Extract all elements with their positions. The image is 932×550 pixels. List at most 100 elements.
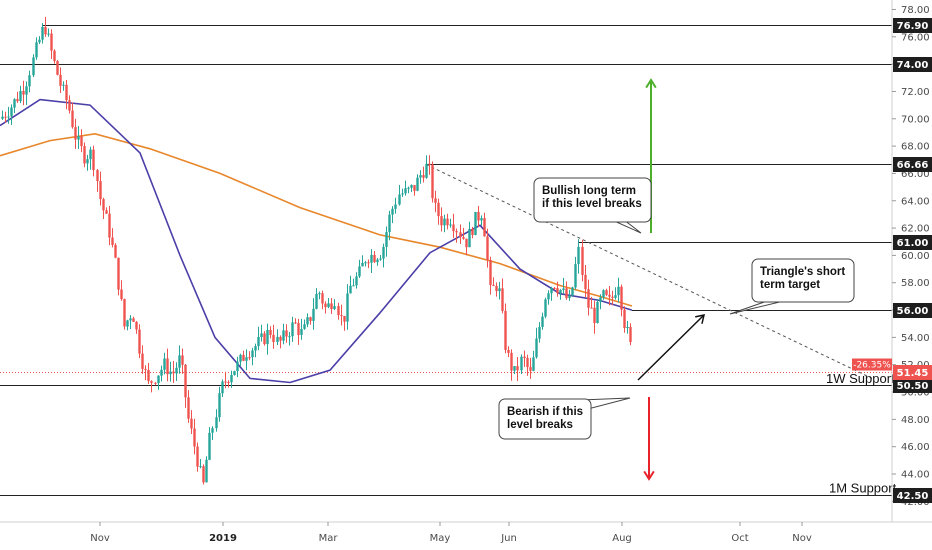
candle-body bbox=[59, 74, 62, 86]
candle-body bbox=[571, 287, 574, 296]
callout-box bbox=[533, 177, 652, 223]
level-badge bbox=[893, 488, 932, 503]
candle-body bbox=[80, 136, 83, 147]
candle-body bbox=[398, 194, 401, 205]
candle-body bbox=[35, 42, 38, 58]
candle-body bbox=[333, 306, 336, 310]
candle-body bbox=[410, 185, 413, 188]
candle-body bbox=[385, 232, 388, 247]
level-badge-label: 74.00 bbox=[897, 60, 929, 71]
candle-body bbox=[92, 149, 95, 170]
level-badge-label: 66.66 bbox=[897, 160, 929, 171]
candle-body bbox=[346, 293, 349, 322]
candle-body bbox=[629, 327, 632, 342]
candle-body bbox=[541, 316, 544, 327]
candle-body bbox=[523, 356, 526, 358]
price-axis[interactable]: 42.0044.0046.0048.0050.0052.0054.0056.00… bbox=[852, 0, 932, 522]
current-price-label: 51.45 bbox=[897, 368, 929, 379]
y-tick-label: 50.00 bbox=[901, 388, 930, 399]
candle-body bbox=[394, 204, 397, 209]
candle-body bbox=[422, 175, 425, 178]
candle-body bbox=[495, 285, 498, 291]
callout-text: level breaks bbox=[507, 419, 573, 431]
candle-body bbox=[279, 336, 282, 341]
x-tick-label: Oct bbox=[731, 533, 748, 544]
candle-body bbox=[309, 317, 312, 321]
candle-body bbox=[574, 264, 577, 288]
y-tick-label: 54.00 bbox=[901, 333, 930, 344]
candle-body bbox=[516, 366, 519, 371]
candle-body bbox=[474, 212, 477, 235]
candle-body bbox=[520, 356, 523, 371]
candle-body bbox=[312, 308, 315, 321]
candle-body bbox=[459, 232, 462, 238]
candle-body bbox=[254, 346, 257, 351]
candle-body bbox=[248, 357, 251, 359]
level-badge-label: 61.00 bbox=[897, 238, 929, 249]
callout-box bbox=[498, 398, 592, 440]
candle-body bbox=[324, 303, 327, 308]
candle-body bbox=[147, 370, 150, 382]
candle-body bbox=[526, 358, 529, 368]
candle-body bbox=[86, 159, 89, 164]
candle-body bbox=[535, 338, 538, 358]
level-badge bbox=[893, 378, 932, 393]
candle-body bbox=[276, 336, 279, 342]
candle-body bbox=[96, 170, 99, 182]
candle-body bbox=[349, 285, 352, 294]
candle-body bbox=[242, 354, 245, 361]
candle-body bbox=[315, 294, 318, 309]
level-badge bbox=[893, 18, 932, 33]
callout-text: term target bbox=[760, 279, 820, 291]
candle-body bbox=[218, 393, 221, 418]
candle-body bbox=[340, 315, 343, 317]
candle-body bbox=[510, 352, 513, 371]
candle-body bbox=[178, 355, 181, 368]
candle-body bbox=[373, 254, 376, 263]
candle-body bbox=[19, 91, 22, 102]
change-label: -26.35% bbox=[853, 361, 891, 371]
callout-text: if this level breaks bbox=[542, 198, 642, 210]
candle-body bbox=[102, 199, 105, 211]
candle-body bbox=[626, 327, 629, 328]
candle-body bbox=[22, 91, 25, 95]
candle-body bbox=[532, 357, 535, 371]
candle-body bbox=[196, 446, 199, 467]
candle-body bbox=[477, 212, 480, 221]
candle-body bbox=[56, 61, 59, 75]
target-arrow bbox=[637, 314, 705, 381]
candle-body bbox=[114, 244, 117, 258]
candle-body bbox=[556, 288, 559, 294]
x-tick-label: Jun bbox=[500, 533, 517, 544]
candle-body bbox=[413, 185, 416, 191]
candle-body bbox=[327, 303, 330, 308]
y-tick-label: 76.00 bbox=[901, 32, 930, 43]
candle-body bbox=[211, 428, 214, 433]
candle-body bbox=[498, 288, 501, 292]
candle-body bbox=[260, 333, 263, 337]
candle-body bbox=[193, 428, 196, 447]
candle-body bbox=[330, 303, 333, 309]
candle-body bbox=[544, 299, 547, 317]
candle-body bbox=[565, 288, 568, 299]
candle-body bbox=[471, 228, 474, 235]
candle-body bbox=[364, 262, 367, 264]
candle-body bbox=[449, 224, 452, 226]
candle-body bbox=[50, 33, 53, 51]
candle-body bbox=[190, 418, 193, 429]
time-axis[interactable]: Nov 2019 Mar May Jun Aug Oct Nov bbox=[0, 521, 932, 544]
candle-body bbox=[318, 293, 321, 295]
y-tick-label: 64.00 bbox=[901, 196, 930, 207]
candle-body bbox=[416, 177, 419, 191]
candle-body bbox=[282, 330, 285, 341]
candle-body bbox=[239, 354, 242, 362]
candle-body bbox=[157, 375, 160, 384]
candle-body bbox=[68, 100, 71, 111]
candle-body bbox=[376, 259, 379, 263]
candle-body bbox=[126, 320, 129, 327]
candle-body bbox=[465, 238, 468, 248]
candle-body bbox=[47, 33, 50, 35]
